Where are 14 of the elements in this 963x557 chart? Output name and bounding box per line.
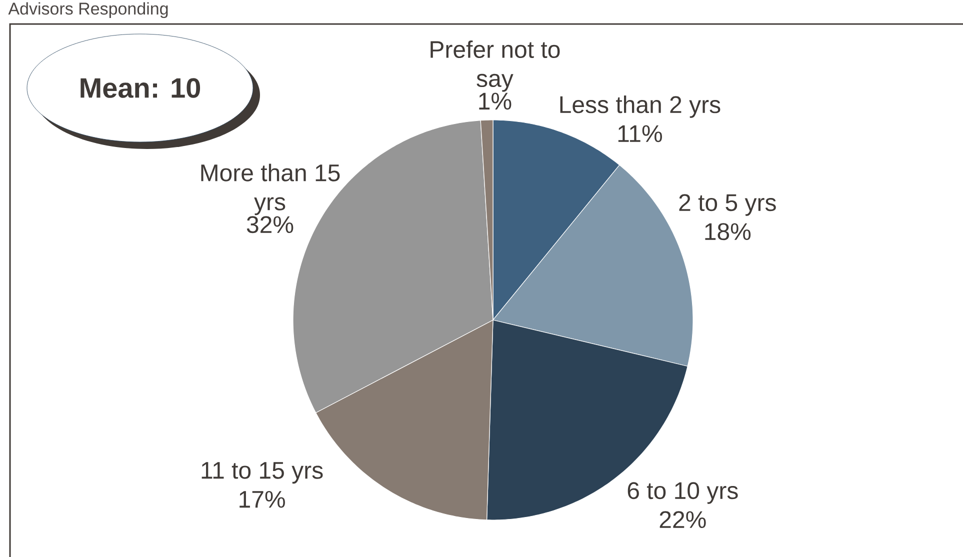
data-label: 11% <box>618 125 662 142</box>
slice-label: Prefer not to say <box>430 40 560 92</box>
data-label: 18% <box>705 223 751 240</box>
slice-label: 11 to 15 yrs <box>202 462 323 484</box>
slice-label: Less than 2 yrs <box>560 96 720 118</box>
slice-label: 2 to 5 yrs <box>679 194 776 216</box>
data-label: 22% <box>660 511 706 528</box>
chart-title: Advisors Responding <box>8 2 168 18</box>
data-label: 17% <box>240 490 285 508</box>
text: Mean: 10 <box>80 78 200 98</box>
data-label: 1% <box>479 92 512 110</box>
data-label: 32% <box>246 216 294 234</box>
slice-label: 6 to 10 yrs <box>628 482 738 504</box>
slice-label: More than 15 yrs <box>201 164 340 216</box>
